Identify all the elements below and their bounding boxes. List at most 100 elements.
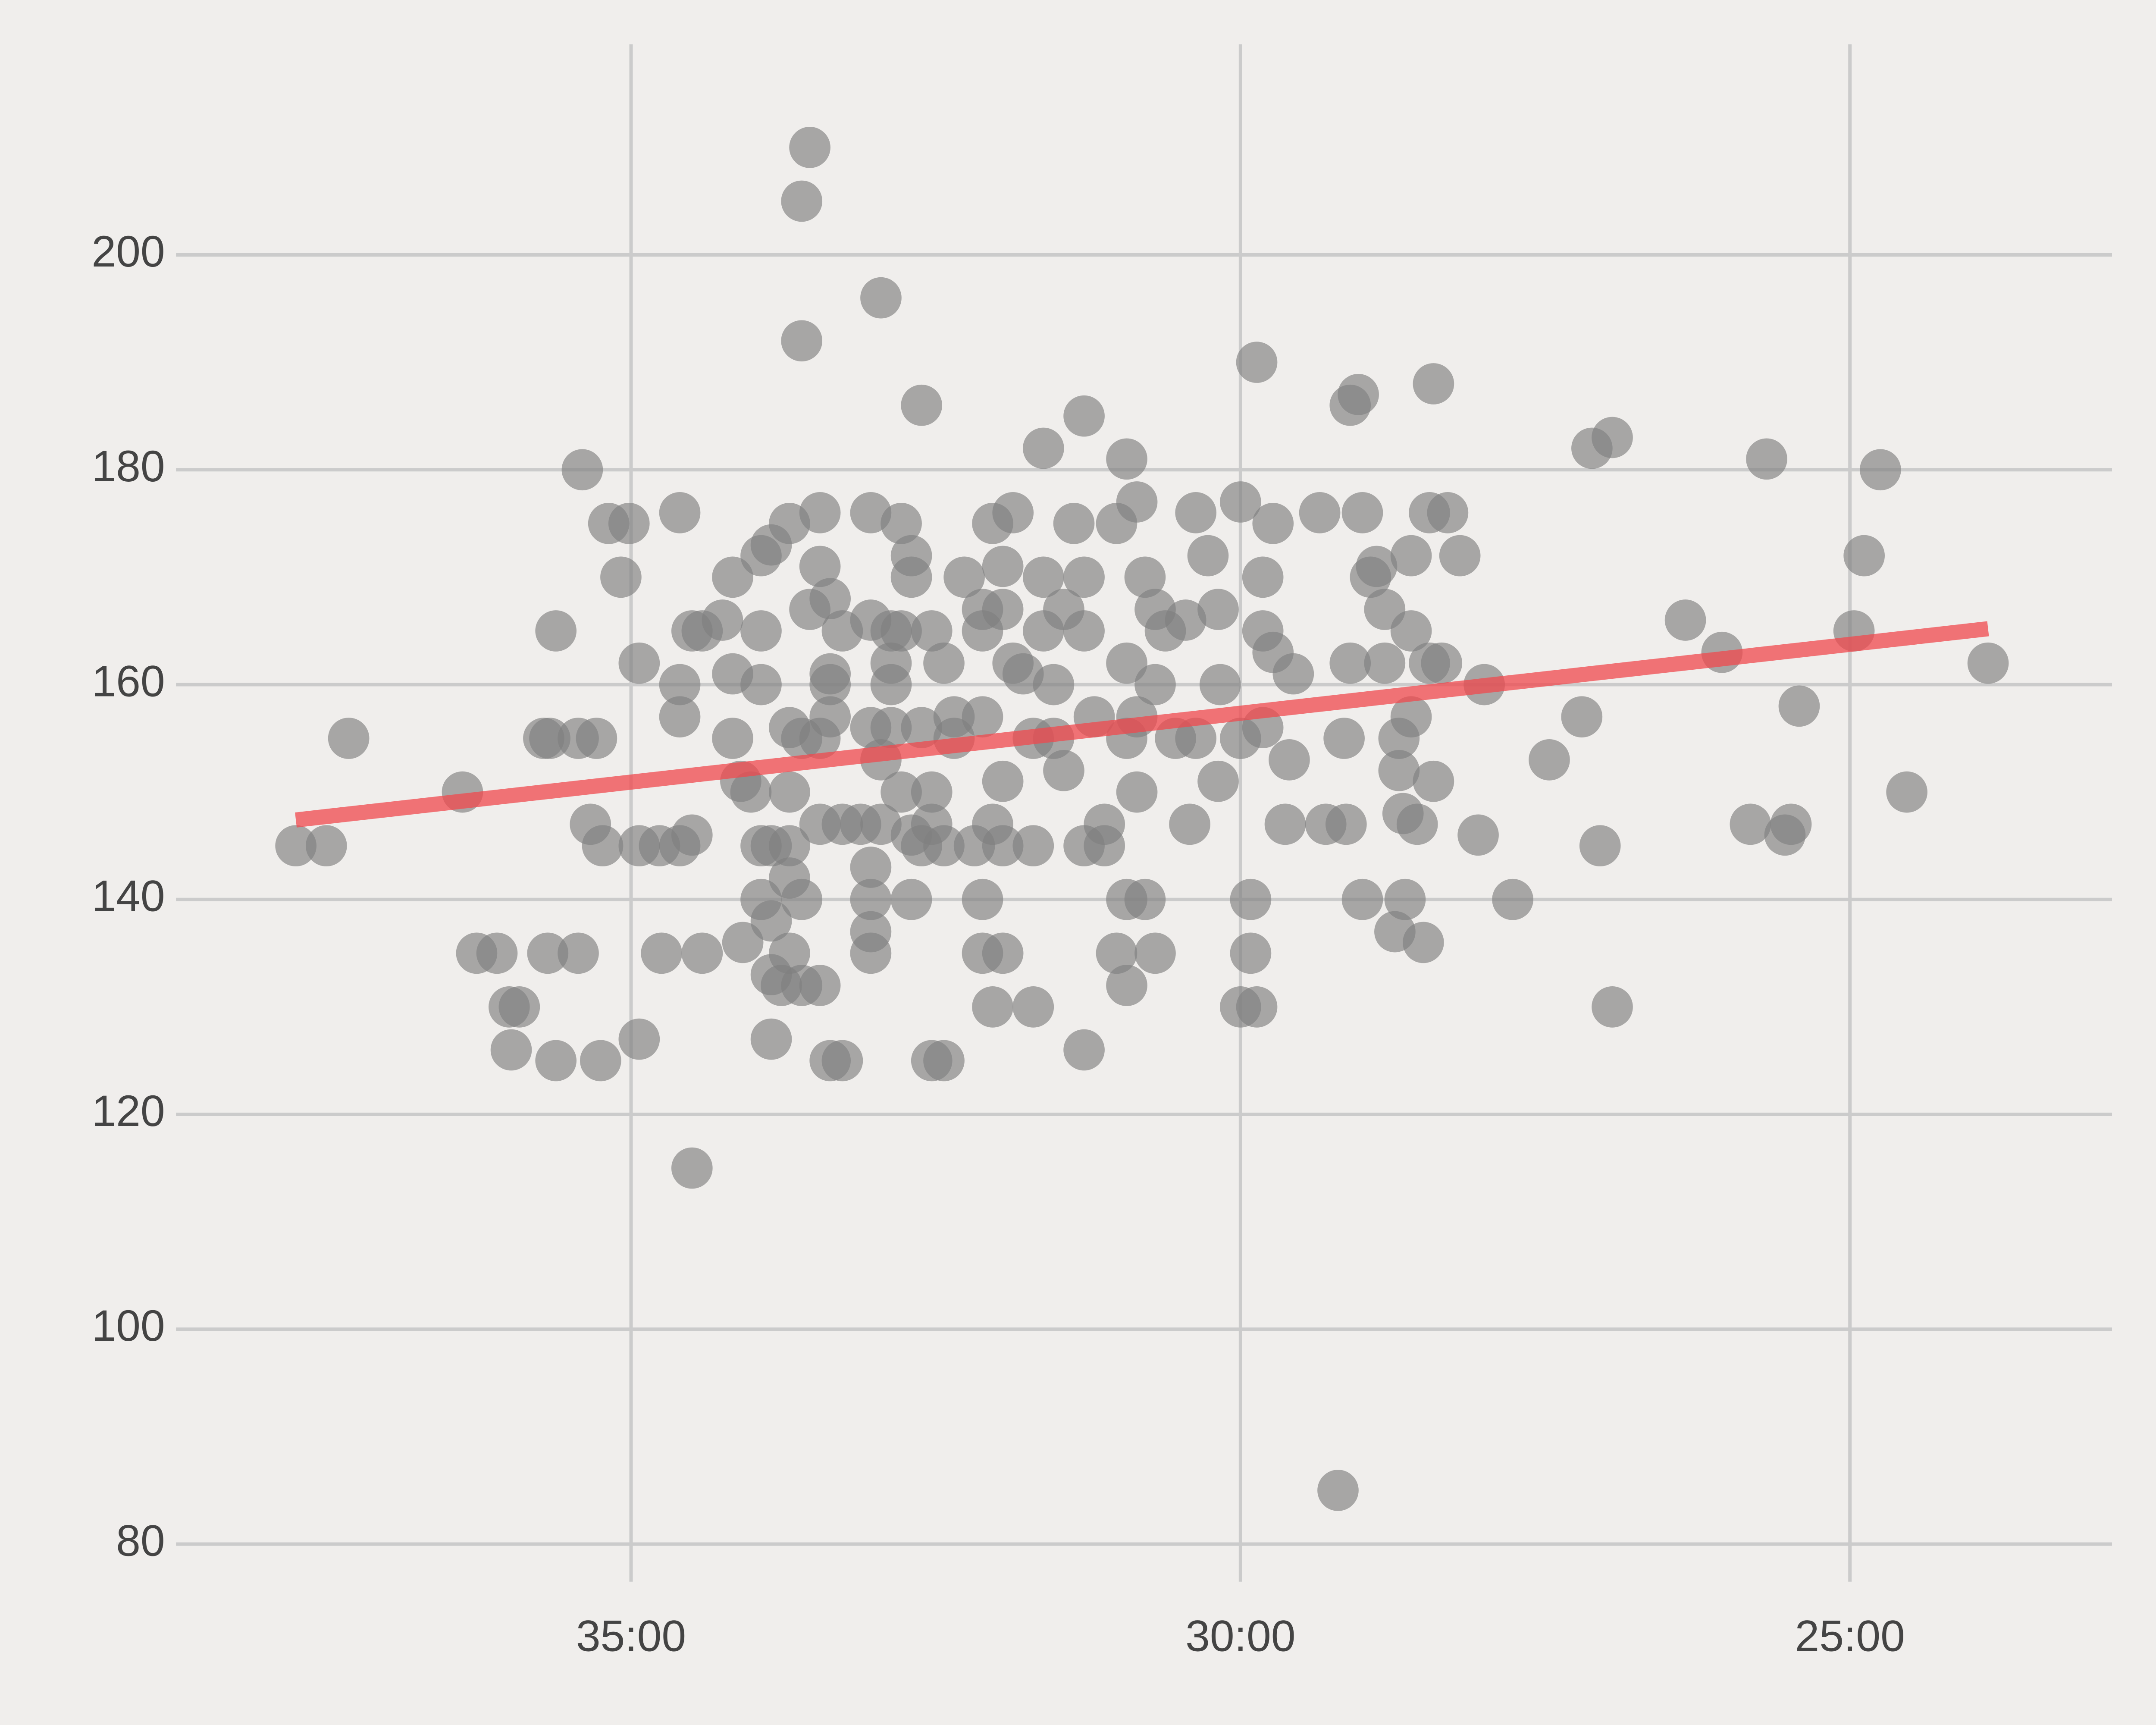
point xyxy=(1084,825,1125,867)
point xyxy=(769,932,810,974)
point xyxy=(923,825,965,867)
point xyxy=(982,546,1024,587)
point xyxy=(1175,492,1217,533)
point xyxy=(982,589,1024,630)
point xyxy=(881,610,922,652)
point xyxy=(527,932,569,974)
point xyxy=(850,932,892,974)
point xyxy=(671,1147,713,1189)
point xyxy=(1886,771,1927,813)
point xyxy=(1317,1470,1359,1511)
point xyxy=(850,878,892,920)
point xyxy=(618,1018,660,1060)
point xyxy=(740,664,782,706)
point xyxy=(1843,535,1885,577)
point xyxy=(1967,642,2009,684)
point xyxy=(275,825,317,867)
point xyxy=(1664,599,1706,641)
point xyxy=(881,502,922,544)
point xyxy=(769,771,810,813)
point xyxy=(911,610,953,652)
point xyxy=(781,320,823,362)
point xyxy=(1561,696,1603,738)
point xyxy=(943,556,985,598)
point xyxy=(1106,965,1147,1006)
point xyxy=(618,642,660,684)
point xyxy=(1403,922,1444,963)
point xyxy=(1096,932,1138,974)
point xyxy=(1592,417,1633,458)
point xyxy=(1175,718,1217,759)
point xyxy=(576,718,617,759)
point xyxy=(1264,803,1306,845)
point xyxy=(529,718,570,759)
point xyxy=(1165,599,1206,641)
point xyxy=(1413,363,1454,405)
point xyxy=(671,814,713,856)
point xyxy=(923,642,965,684)
point xyxy=(1770,803,1812,845)
point xyxy=(1230,932,1272,974)
point xyxy=(799,546,841,587)
y-tick-label: 160 xyxy=(91,656,165,706)
point xyxy=(498,986,540,1028)
point xyxy=(890,556,932,598)
point xyxy=(769,825,810,867)
point xyxy=(750,900,792,942)
point xyxy=(722,922,764,963)
y-tick-label: 180 xyxy=(91,442,165,491)
point xyxy=(1033,664,1075,706)
point xyxy=(1169,803,1210,845)
point xyxy=(305,825,347,867)
point xyxy=(1390,610,1432,652)
point xyxy=(781,878,823,920)
point xyxy=(789,127,830,168)
point xyxy=(1529,739,1570,781)
point xyxy=(702,599,743,641)
point xyxy=(1272,653,1314,695)
point xyxy=(1860,449,1901,491)
point xyxy=(1323,718,1365,759)
point xyxy=(740,610,782,652)
point xyxy=(781,180,823,222)
point xyxy=(1063,395,1105,437)
point xyxy=(712,718,753,759)
point xyxy=(1439,535,1481,577)
point xyxy=(1106,438,1147,480)
point xyxy=(962,696,1003,738)
point xyxy=(911,771,953,813)
point xyxy=(1063,1029,1105,1071)
point xyxy=(1364,642,1406,684)
point xyxy=(1390,696,1432,738)
point xyxy=(608,502,650,544)
point xyxy=(1778,685,1820,727)
point xyxy=(992,492,1034,533)
point xyxy=(982,932,1024,974)
point xyxy=(1457,814,1499,856)
point xyxy=(870,664,912,706)
point xyxy=(580,1040,621,1082)
point xyxy=(328,718,370,759)
point xyxy=(799,492,841,533)
point xyxy=(1043,750,1084,791)
point xyxy=(881,771,922,813)
point xyxy=(558,932,599,974)
point xyxy=(1023,556,1064,598)
point xyxy=(850,847,892,888)
point xyxy=(1746,438,1787,480)
point xyxy=(1356,546,1398,587)
point xyxy=(870,707,912,748)
point xyxy=(1012,825,1054,867)
trend-line xyxy=(295,621,1989,828)
x-tick-label: 35:00 xyxy=(576,1612,686,1661)
point xyxy=(982,760,1024,802)
y-tick-label: 100 xyxy=(91,1301,165,1350)
point xyxy=(799,965,841,1006)
point xyxy=(1236,986,1278,1028)
point xyxy=(1230,878,1272,920)
y-tick-label: 120 xyxy=(91,1086,165,1135)
point xyxy=(561,449,603,491)
point xyxy=(1220,481,1261,523)
